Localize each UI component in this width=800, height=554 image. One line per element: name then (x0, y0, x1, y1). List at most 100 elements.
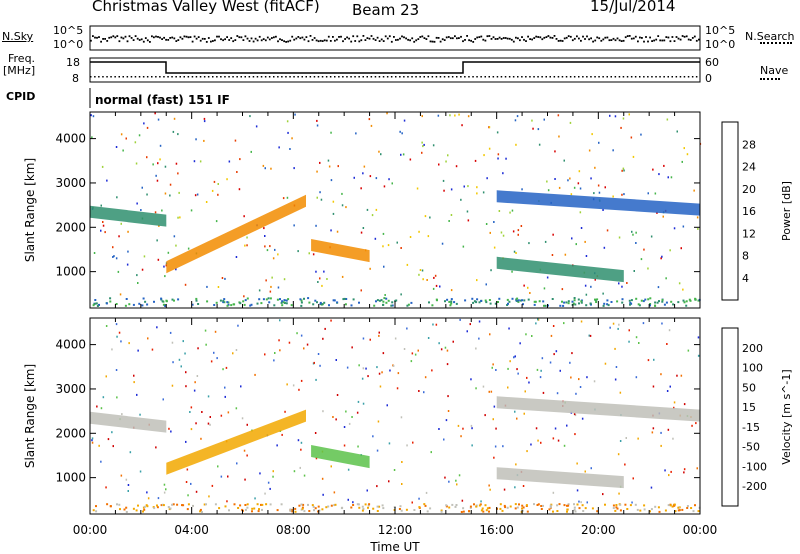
nave-point (578, 76, 580, 78)
power-scatter-pixel (127, 230, 129, 233)
nsky-point (334, 39, 336, 42)
power-ground-pixel (410, 301, 413, 304)
velocity-ground-pixel (218, 507, 221, 510)
power-scatter-pixel (383, 185, 386, 188)
power-ground-pixel (561, 300, 563, 303)
velocity-scatter-pixel (526, 376, 528, 379)
power-ground-pixel (109, 297, 112, 300)
nsky-point (244, 35, 247, 38)
velocity-ground-pixel (481, 507, 484, 510)
power-ground-pixel (269, 297, 272, 300)
power-ground-pixel (244, 299, 247, 302)
power-scatter-pixel (243, 295, 245, 298)
power-ground-pixel (233, 303, 236, 306)
velocity-ground-pixel (445, 505, 448, 508)
nsky-point (185, 35, 188, 38)
power-ground-pixel (373, 304, 376, 307)
power-scatter-pixel (665, 277, 667, 280)
power-scatter-pixel (438, 163, 440, 166)
nave-point (533, 76, 535, 78)
nave-point (549, 76, 551, 78)
power-scatter-pixel (278, 146, 280, 149)
nsky-point (691, 37, 694, 39)
velocity-ground-pixel (362, 507, 365, 510)
velocity-ground-pixel (690, 507, 693, 509)
power-ground-pixel (319, 303, 322, 305)
velocity-scatter-pixel (91, 441, 94, 444)
nsky-point (256, 39, 259, 42)
velocity-scatter-pixel (272, 475, 274, 478)
power-scatter-pixel (557, 114, 560, 117)
velocity-ground-pixel (368, 503, 371, 506)
nsky-point (92, 35, 94, 37)
nave-point (651, 76, 653, 78)
power-scatter-pixel (297, 250, 299, 253)
power-scatter-pixel (609, 114, 611, 117)
power-ground-pixel (506, 304, 509, 306)
nave-point (301, 76, 303, 78)
freq-tick-bottom: 8 (72, 72, 79, 85)
nsky-point (573, 37, 576, 40)
power-ground-pixel (506, 298, 509, 301)
power-scatter-pixel (520, 225, 523, 227)
velocity-scatter-pixel (300, 334, 303, 337)
velocity-scatter-pixel (115, 369, 118, 371)
power-scatter-pixel (618, 282, 620, 285)
velocity-ground-pixel (566, 508, 569, 511)
nsky-point (96, 36, 98, 39)
velocity-scatter-pixel (475, 387, 477, 390)
velocity-scatter-pixel (432, 323, 434, 326)
power-scatter-pixel (515, 252, 517, 254)
velocity-scatter-pixel (535, 427, 538, 430)
power-ground-pixel (630, 299, 633, 302)
power-scatter-pixel (134, 141, 137, 144)
velocity-scatter-pixel (184, 352, 186, 355)
power-colorbar-tick-label: 24 (742, 161, 756, 174)
nave-point (639, 76, 641, 78)
nsky-point (472, 41, 475, 43)
velocity-scatter-pixel (430, 451, 432, 454)
velocity-scatter-pixel (98, 444, 100, 447)
power-scatter-pixel (623, 193, 625, 196)
velocity-ground-pixel (573, 503, 575, 506)
nave-point (285, 76, 287, 78)
nsky-point (470, 39, 472, 42)
nsky-point (388, 35, 391, 38)
nave-point (415, 76, 417, 78)
nsky-point (329, 40, 332, 42)
power-ground-pixel (658, 300, 660, 303)
nsky-point (260, 39, 263, 42)
nave-point (407, 76, 409, 78)
power-ground-pixel (385, 301, 388, 304)
nave-point (183, 76, 185, 78)
nsky-point (498, 36, 501, 39)
nsky-point (523, 38, 525, 41)
power-ground-pixel (319, 301, 322, 304)
nsky-point (197, 36, 200, 38)
nsky-point (315, 39, 318, 42)
velocity-scatter-pixel (347, 498, 349, 501)
nsky-point (468, 39, 470, 42)
nsky-point (502, 37, 505, 39)
power-scatter-pixel (584, 240, 586, 243)
velocity-scatter-pixel (378, 331, 380, 334)
power-scatter-pixel (194, 194, 197, 197)
velocity-scatter-pixel (185, 481, 188, 483)
power-ylabel: Slant Range [km] (23, 158, 37, 262)
power-scatter-pixel (190, 209, 193, 212)
power-scatter-pixel (369, 267, 371, 270)
nave-point (163, 76, 165, 78)
nave-point (94, 76, 96, 78)
velocity-scatter-pixel (201, 411, 203, 413)
power-scatter-pixel (543, 287, 546, 290)
power-scatter-pixel (661, 255, 663, 258)
nave-point (277, 76, 279, 78)
power-scatter-pixel (167, 251, 170, 254)
power-ground-pixel (580, 301, 583, 304)
velocity-scatter-pixel (461, 499, 464, 502)
nsky-point (165, 38, 167, 41)
power-scatter-pixel (217, 183, 219, 185)
power-ground-pixel (142, 297, 145, 300)
velocity-scatter-pixel (105, 325, 108, 327)
power-scatter-pixel (203, 139, 205, 142)
